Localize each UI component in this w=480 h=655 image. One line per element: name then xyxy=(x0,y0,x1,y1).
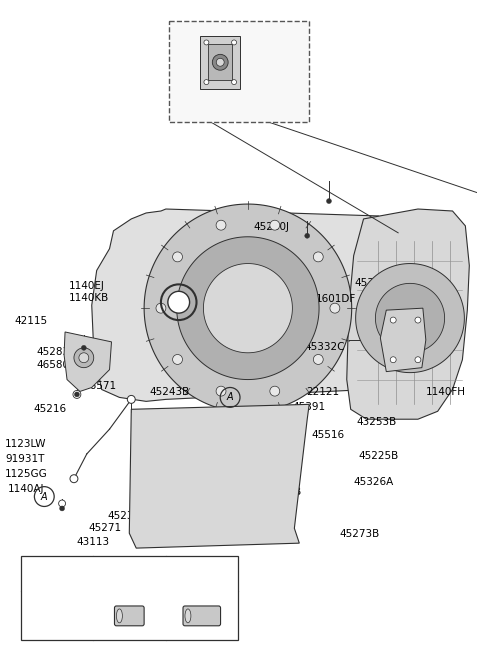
Text: 45271: 45271 xyxy=(88,523,121,533)
Circle shape xyxy=(313,354,323,364)
Circle shape xyxy=(313,252,323,262)
Text: 1140HG: 1140HG xyxy=(164,567,206,576)
Text: 22121: 22121 xyxy=(306,388,339,398)
Text: 45267A: 45267A xyxy=(247,342,288,352)
Text: 45225B: 45225B xyxy=(359,451,399,461)
Circle shape xyxy=(305,233,310,238)
Ellipse shape xyxy=(185,609,191,623)
Circle shape xyxy=(74,348,94,367)
Text: 45217: 45217 xyxy=(188,504,221,514)
Circle shape xyxy=(270,220,280,230)
Circle shape xyxy=(204,40,209,45)
Text: 1601DA: 1601DA xyxy=(416,320,457,331)
Text: 91931T: 91931T xyxy=(5,455,45,464)
Polygon shape xyxy=(64,332,111,392)
Circle shape xyxy=(415,317,421,323)
Text: 1140KB: 1140KB xyxy=(69,293,109,303)
Circle shape xyxy=(81,345,86,350)
Polygon shape xyxy=(92,209,403,402)
Text: 1140EJ: 1140EJ xyxy=(69,281,105,291)
Circle shape xyxy=(390,317,396,323)
Text: 45262B: 45262B xyxy=(36,569,77,579)
Text: 1125GG: 1125GG xyxy=(5,468,48,479)
Polygon shape xyxy=(356,263,464,373)
Text: 45215B: 45215B xyxy=(261,487,301,497)
Text: 42115: 42115 xyxy=(14,316,48,326)
Polygon shape xyxy=(201,37,240,89)
Text: 45265C: 45265C xyxy=(253,264,294,274)
Text: A: A xyxy=(41,491,48,502)
Polygon shape xyxy=(129,404,309,548)
Text: 45516: 45516 xyxy=(311,430,344,440)
FancyBboxPatch shape xyxy=(114,606,144,626)
Circle shape xyxy=(212,54,228,70)
Text: 45216: 45216 xyxy=(34,403,67,414)
Polygon shape xyxy=(204,263,292,353)
Text: 45332C: 45332C xyxy=(304,342,345,352)
Text: 45217: 45217 xyxy=(220,41,253,51)
Text: 1123MG: 1123MG xyxy=(212,517,255,527)
Ellipse shape xyxy=(117,609,122,623)
Text: 1140AJ: 1140AJ xyxy=(8,483,44,494)
Circle shape xyxy=(59,500,66,507)
Text: 45326A: 45326A xyxy=(354,477,394,487)
Circle shape xyxy=(204,80,209,84)
Circle shape xyxy=(216,220,226,230)
Bar xyxy=(21,556,238,641)
Circle shape xyxy=(74,392,79,397)
Text: A: A xyxy=(227,392,233,402)
Bar xyxy=(169,20,309,122)
Circle shape xyxy=(330,303,340,313)
Text: 45231A: 45231A xyxy=(107,511,147,521)
Circle shape xyxy=(60,506,64,511)
FancyBboxPatch shape xyxy=(183,606,221,626)
Circle shape xyxy=(173,354,182,364)
Circle shape xyxy=(156,303,166,313)
Circle shape xyxy=(216,58,224,66)
Polygon shape xyxy=(208,45,232,80)
Text: 1140FH: 1140FH xyxy=(426,388,466,398)
Circle shape xyxy=(326,198,331,204)
Text: 45241A: 45241A xyxy=(200,340,240,350)
Text: 46580: 46580 xyxy=(36,360,69,370)
Circle shape xyxy=(73,390,81,398)
Circle shape xyxy=(173,252,182,262)
Text: 45283B: 45283B xyxy=(36,346,76,356)
Circle shape xyxy=(270,386,280,396)
Circle shape xyxy=(231,40,237,45)
Text: (4AT 2WD): (4AT 2WD) xyxy=(177,28,236,37)
Circle shape xyxy=(79,353,89,363)
Circle shape xyxy=(216,386,226,396)
Text: 1601DF: 1601DF xyxy=(316,294,356,304)
Circle shape xyxy=(390,357,396,363)
Text: 46571: 46571 xyxy=(84,381,117,391)
Text: 45243B: 45243B xyxy=(150,388,190,398)
Text: 1123LW: 1123LW xyxy=(5,440,47,449)
Polygon shape xyxy=(380,308,426,371)
Polygon shape xyxy=(347,209,469,419)
Text: 43113: 43113 xyxy=(76,537,109,547)
Text: 45260J: 45260J xyxy=(253,222,289,232)
Circle shape xyxy=(70,475,78,483)
Text: 45320D: 45320D xyxy=(355,278,396,288)
Polygon shape xyxy=(177,236,319,379)
Text: 45322: 45322 xyxy=(371,294,404,304)
Ellipse shape xyxy=(168,291,190,313)
Text: 43253B: 43253B xyxy=(356,417,396,426)
Text: o: o xyxy=(51,607,63,626)
Circle shape xyxy=(415,357,421,363)
Text: 45391: 45391 xyxy=(292,402,325,412)
Text: 45273B: 45273B xyxy=(340,529,380,539)
Text: 14310: 14310 xyxy=(113,569,146,579)
Text: 1431AT: 1431AT xyxy=(182,569,221,579)
Circle shape xyxy=(231,80,237,84)
Circle shape xyxy=(127,396,135,403)
Polygon shape xyxy=(144,204,352,412)
Text: 1430JB: 1430JB xyxy=(261,475,298,485)
Polygon shape xyxy=(375,284,444,353)
